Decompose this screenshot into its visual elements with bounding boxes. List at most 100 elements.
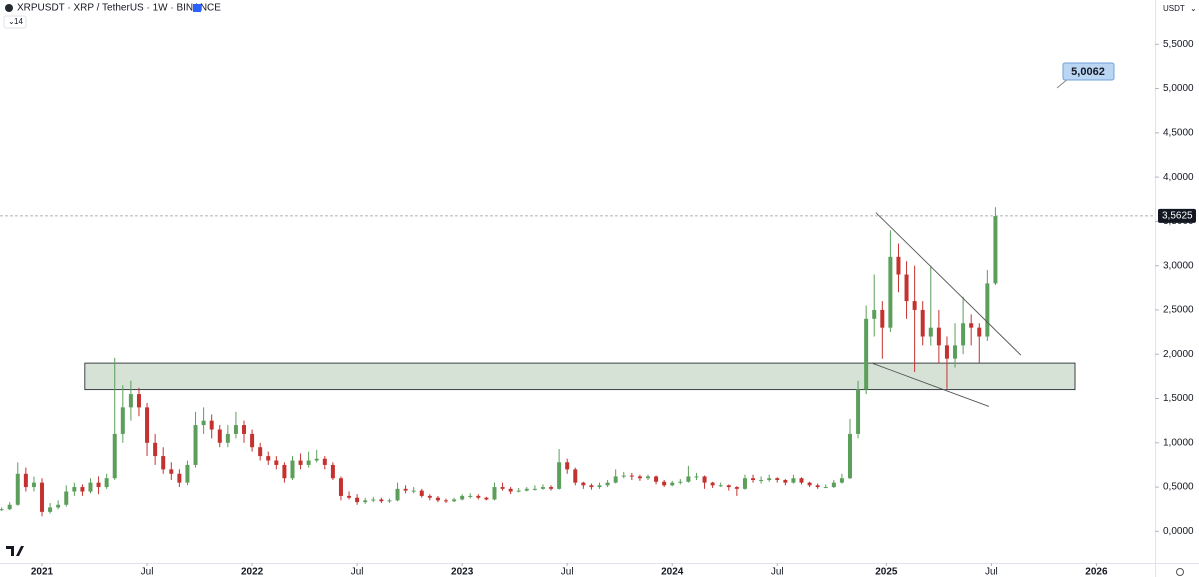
candle-body	[96, 482, 101, 488]
indicator-label: 14	[14, 17, 23, 26]
candle-body	[589, 485, 594, 488]
candle-body	[670, 482, 675, 486]
candle-body	[815, 485, 820, 488]
candle-body	[944, 345, 949, 359]
last-price-label: 3,5625	[1162, 211, 1193, 222]
candle-body	[177, 473, 182, 483]
candle-body	[427, 495, 432, 498]
candle-body	[193, 425, 198, 465]
candle-body	[629, 475, 634, 477]
target-box	[1062, 62, 1115, 81]
candle-body	[225, 433, 230, 443]
candle-body	[904, 274, 909, 302]
candle-body	[31, 482, 36, 488]
candle-body	[823, 487, 828, 489]
x-tick-label: Jul	[141, 567, 154, 577]
candle-body	[500, 487, 505, 489]
candle-body	[565, 462, 570, 470]
y-tick-label: 2,0000	[1163, 349, 1194, 360]
candle-body	[347, 495, 352, 498]
candle-body	[573, 469, 578, 483]
candle-body	[452, 499, 457, 502]
candle-body	[250, 433, 255, 448]
candle-body	[662, 481, 667, 486]
candle-body	[791, 478, 796, 483]
candle-body	[912, 301, 917, 310]
candle-body	[112, 433, 117, 479]
candle-body	[145, 407, 150, 443]
candle-body	[831, 482, 836, 488]
x-tick-label: 2026	[1085, 567, 1108, 577]
candle-body	[508, 488, 513, 492]
candle-body	[961, 323, 966, 346]
candle-body	[888, 256, 893, 328]
candle-body	[654, 476, 659, 482]
x-tick-label: 2024	[661, 567, 684, 577]
candle-body	[23, 473, 28, 488]
candle-body	[686, 476, 691, 482]
flag-icon[interactable]	[193, 4, 201, 12]
currency-label[interactable]: USDT	[1163, 4, 1185, 13]
candle-body	[330, 464, 335, 479]
symbol-title: XRPUSDT · XRP / TetherUS · 1W · BINANCE	[17, 3, 221, 14]
y-tick-label: 4,0000	[1163, 172, 1194, 183]
candle-body	[64, 491, 69, 505]
support-zone	[84, 362, 1076, 391]
candle-body	[767, 478, 772, 480]
candle-body	[920, 309, 925, 337]
candle-body	[233, 425, 238, 434]
candle-body	[484, 497, 489, 500]
candle-body	[395, 488, 400, 501]
candle-body	[266, 456, 271, 461]
candle-body	[0, 509, 4, 511]
candle-body	[605, 482, 610, 486]
y-tick-label: 0,0000	[1163, 526, 1194, 537]
candle-body	[936, 327, 941, 346]
target-label: 5,0062	[1071, 66, 1105, 78]
candle-body	[209, 420, 214, 430]
candle-body	[363, 500, 368, 503]
candle-body	[807, 482, 812, 486]
candle-body	[864, 318, 869, 390]
indicator-button[interactable]	[3, 15, 27, 29]
candle-body	[298, 460, 303, 465]
x-tick-label: 2021	[31, 567, 54, 577]
candle-body	[282, 464, 287, 479]
candle-body	[549, 487, 554, 489]
x-tick-label: Jul	[561, 567, 574, 577]
candle-body	[387, 500, 392, 502]
candle-body	[169, 469, 174, 474]
x-tick-label: 2022	[241, 567, 264, 577]
candle-body	[856, 389, 861, 434]
currency-dropdown[interactable]: ⌄	[1190, 4, 1197, 13]
candle-body	[993, 216, 998, 284]
candle-body	[969, 323, 974, 328]
candle-body	[338, 478, 343, 496]
candle-body	[56, 504, 61, 508]
candle-body	[476, 495, 481, 498]
candle-body	[645, 476, 650, 479]
candle-body	[702, 476, 707, 483]
x-tick-label: 2023	[451, 567, 474, 577]
candle-body	[314, 458, 319, 461]
candle-body	[104, 478, 109, 488]
candle-body	[48, 507, 53, 512]
candle-body	[678, 481, 683, 483]
y-tick-label: 3,0000	[1163, 260, 1194, 271]
candle-body	[928, 327, 933, 337]
candle-body	[524, 488, 529, 491]
candle-body	[847, 433, 852, 479]
y-tick-label: 0,5000	[1163, 482, 1194, 493]
candle-body	[557, 462, 562, 489]
y-tick-label: 2,5000	[1163, 305, 1194, 316]
candle-body	[153, 442, 158, 457]
candle-body	[896, 256, 901, 275]
candle-body	[799, 478, 804, 483]
candle-body	[637, 476, 642, 479]
candle-body	[492, 487, 497, 500]
candle-body	[532, 488, 537, 490]
candle-body	[7, 504, 12, 510]
settings-icon[interactable]	[1176, 568, 1184, 576]
